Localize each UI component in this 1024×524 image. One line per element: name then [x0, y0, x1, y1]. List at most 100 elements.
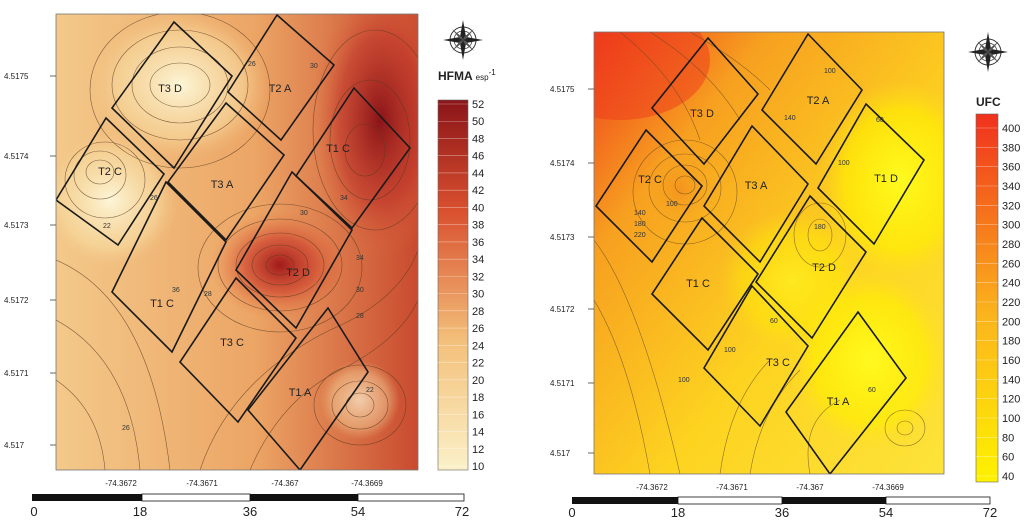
y-tick-label: 4.5172: [550, 305, 575, 314]
plot-outline: [594, 128, 704, 264]
plot-outline: [234, 170, 354, 330]
y-tick-label: 4.517: [4, 441, 25, 450]
colorbar-tick-label: 220: [1002, 297, 1020, 309]
y-axis: 4.5175 4.5174 4.5173 4.5172 4.5171 4.517: [550, 85, 594, 458]
colorbar-tick-label: 50: [472, 116, 484, 128]
plot-label: T1 A: [827, 396, 850, 408]
contour-label: 30: [356, 287, 364, 294]
colorbar-tick-label: 140: [1002, 374, 1020, 386]
colorbar-tick-label: 30: [472, 289, 484, 301]
y-tick-label: 4.5171: [550, 379, 575, 388]
colorbar-tick-label: 40: [1002, 471, 1014, 483]
x-tick-label: -74.3672: [105, 479, 137, 488]
colorbar-tick-label: 28: [472, 306, 484, 318]
plot-label: T2 C: [98, 166, 122, 178]
colorbar-tick-label: 40: [472, 202, 484, 214]
x-tick-label: -74.3669: [872, 483, 904, 492]
contour-label: 36: [172, 287, 180, 294]
contour-label: 26: [122, 425, 130, 432]
y-tick-label: 4.5175: [4, 72, 29, 81]
plot-outline: [817, 102, 926, 246]
colorbar-ufc: UFC 400 380 360 340 320 300 280 260 240 220 200 180…: [975, 95, 1020, 483]
contour-label: 140: [784, 115, 796, 122]
colorbar-tick-label: 22: [472, 358, 484, 370]
y-tick-label: 4.5175: [550, 85, 575, 94]
contour-label: 180: [634, 221, 646, 228]
colorbar-tick-label: 12: [472, 444, 484, 456]
colorbar-tick-label: 42: [472, 185, 484, 197]
scale-tick-label: 18: [671, 505, 685, 519]
plot-outline: [650, 216, 760, 352]
colorbar-tick-label: 160: [1002, 355, 1020, 367]
y-tick-label: 4.5174: [550, 159, 575, 168]
contour-label: 22: [103, 223, 111, 230]
y-tick-label: 4.5172: [4, 296, 29, 305]
colorbar-tick-label: 360: [1002, 162, 1020, 174]
plot-label: T2 C: [638, 174, 662, 186]
plot-label: T3 D: [158, 83, 182, 95]
colorbar-tick-label: 260: [1002, 258, 1020, 270]
contour-label: 100: [838, 160, 850, 167]
colorbar-hfma: HFMA esp-1 52 50 48 46 44 42 40 38 36 34 32 30 28 26 24…: [437, 68, 496, 473]
plot-label: T1 A: [289, 387, 312, 399]
colorbar-tick-label: 20: [472, 375, 484, 387]
contour-label: 60: [876, 117, 884, 124]
contour-label: 26: [248, 61, 256, 68]
colorbar-tick-label: 400: [1002, 123, 1020, 135]
colorbar-tick-label: 380: [1002, 142, 1020, 154]
plot-outline: [178, 276, 298, 424]
plot-outline: [110, 20, 234, 170]
colorbar-tick-label: 340: [1002, 181, 1020, 193]
colorbar-tick-label: 10: [472, 461, 484, 473]
plot-label: T3 C: [766, 357, 790, 369]
x-axis: -74.3672 -74.3671 -74.367 -74.3669: [105, 479, 383, 488]
colorbar-tick-label: 44: [472, 168, 484, 180]
colorbar-tick-label: 60: [1002, 452, 1014, 464]
map-field-ufc: T3 D T2 A T2 C T3 A T1 D T2 D T1 C T3 C …: [594, 32, 944, 474]
colorbar-tick-label: 16: [472, 409, 484, 421]
colorbar-tick-label: 46: [472, 151, 484, 163]
contour-label: 28: [356, 313, 364, 320]
contour-label: 100: [678, 377, 690, 384]
plot-outline: [56, 116, 166, 247]
contour-label: 60: [868, 387, 876, 394]
plot-outline: [246, 306, 369, 470]
y-axis: 4.5175 4.5174 4.5173 4.5172 4.5171 4.517: [4, 72, 56, 450]
colorbar-tick-label: 38: [472, 220, 484, 232]
scale-bar: 0 18 36 54 72: [30, 493, 469, 519]
contour-label: 100: [666, 201, 678, 208]
plot-outline: [166, 101, 286, 242]
contour-label: 22: [366, 387, 374, 394]
scale-tick-label: 36: [775, 505, 789, 519]
colorbar-tick-label: 320: [1002, 200, 1020, 212]
plot-outline: [754, 194, 868, 340]
scale-tick-label: 54: [879, 505, 893, 519]
plot-label: T1 C: [150, 298, 174, 310]
plot-outline: [760, 32, 864, 166]
y-tick-label: 4.5173: [550, 233, 575, 242]
map-panel-ufc: T3 D T2 A T2 C T3 A T1 D T2 D T1 C T3 C …: [540, 0, 1024, 520]
contour-label: 28: [204, 291, 212, 298]
map-field-hfma: T3 D T2 A T2 C T3 A T1 C T1 C T2 D T3 C …: [56, 14, 418, 470]
colorbar-tick-label: 34: [472, 254, 484, 266]
plot-label: T3 D: [690, 108, 714, 120]
contour-label: 140: [634, 210, 646, 217]
plot-label: T1 C: [326, 143, 350, 155]
colorbar-tick-label: 240: [1002, 278, 1020, 290]
colorbar-tick-label: 300: [1002, 220, 1020, 232]
colorbar-tick-label: 14: [472, 427, 484, 439]
colorbar-tick-label: 48: [472, 133, 484, 145]
colorbar-tick-label: 32: [472, 271, 484, 283]
plot-outline: [702, 124, 810, 264]
plot-label: T3 A: [745, 180, 768, 192]
contour-label: 100: [724, 347, 736, 354]
plot-label: T2 D: [286, 267, 310, 279]
plot-label: T2 D: [812, 262, 836, 274]
contour-label: 60: [770, 318, 778, 325]
y-tick-label: 4.5173: [4, 221, 29, 230]
scale-tick-label: 36: [243, 504, 257, 519]
colorbar-tick-label: 200: [1002, 316, 1020, 328]
scale-tick-label: 54: [351, 504, 365, 519]
colorbar-tick-label: 18: [472, 392, 484, 404]
colorbar-title: UFC: [976, 95, 1001, 109]
